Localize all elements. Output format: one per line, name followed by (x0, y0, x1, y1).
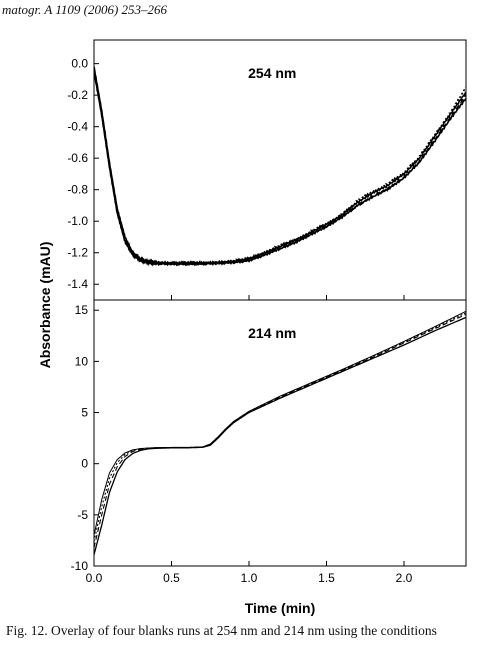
figure-caption: Fig. 12. Overlay of four blanks runs at … (6, 623, 437, 638)
p214-y-tick-label: 15 (75, 303, 89, 317)
p214-y-tick-label: 0 (81, 457, 88, 471)
p214-x-tick-label: 2.0 (396, 571, 413, 585)
y-axis-label: Absorbance (mAU) (37, 242, 53, 369)
p254-series-1-line (94, 66, 466, 266)
p254-series-3-line (94, 67, 466, 266)
p214-x-tick-label: 1.5 (318, 571, 335, 585)
p214-y-tick-label: 10 (75, 354, 89, 368)
panel-254nm: 0.0 -0.2 -0.4 -0.6 -0.8 -1.0 -1.2 -1.4 254 nm (67, 39, 467, 301)
p214-y-tick-label: 5 (81, 406, 88, 420)
p214-title: 214 nm (248, 325, 296, 341)
p214-series-4-line (94, 310, 466, 536)
p254-y-tick-label: -0.4 (67, 120, 88, 134)
p254-y-tick-label: 0.0 (71, 57, 88, 71)
p254-title: 254 nm (248, 65, 296, 81)
p214-series-3-line (94, 312, 466, 542)
p254-y-tick-label: -1.4 (67, 277, 88, 291)
p214-x-tick-label: 0.5 (163, 571, 180, 585)
p214-y-tick-label: -5 (77, 508, 88, 522)
p254-y-tick-label: -0.8 (67, 183, 88, 197)
p254-y-tick-label: -0.6 (67, 151, 88, 165)
p254-y-tick-label: -1.0 (67, 214, 88, 228)
journal-header: matogr. A 1109 (2006) 253–266 (2, 2, 168, 17)
p214-x-tick-label: 1.0 (241, 571, 258, 585)
p214-frame (93, 299, 467, 567)
x-axis-label: Time (min) (245, 600, 316, 616)
p214-x-tick-label: 0.0 (86, 571, 103, 585)
p254-y-tick-label: -1.2 (67, 246, 88, 260)
p254-y-tick-label: -0.2 (67, 88, 88, 102)
p254-series-4-line (94, 71, 466, 267)
p214-series-2-line (94, 313, 466, 548)
p214-series-1-line (94, 316, 466, 555)
p214-y-tick-label: -10 (71, 559, 89, 573)
panel-214nm: 15 10 5 0 -5 -100.0 0.5 1.0 1.5 2.0 214 nm (71, 299, 467, 585)
